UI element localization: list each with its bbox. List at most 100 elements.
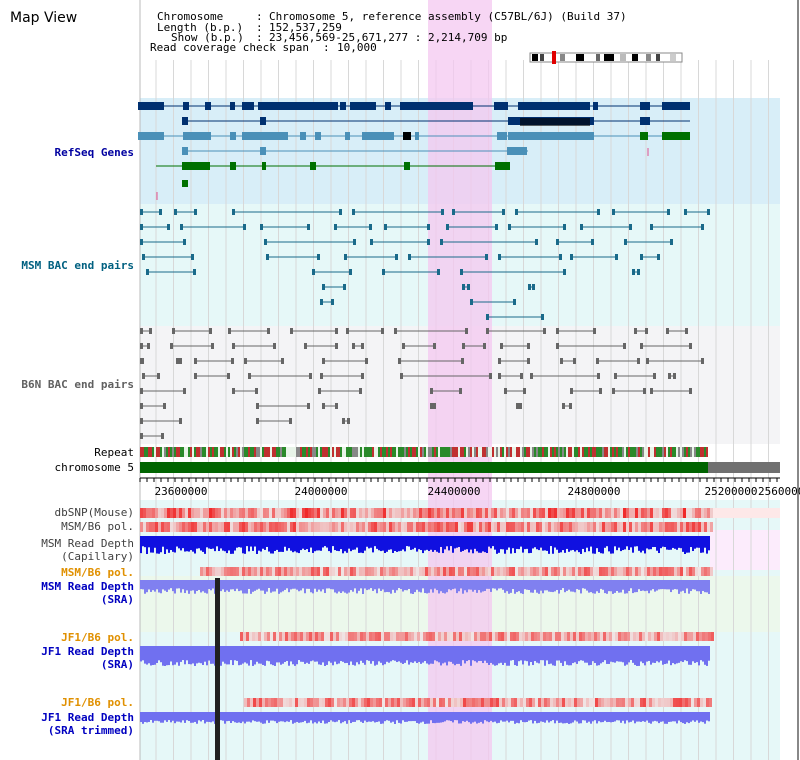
b6n-bac-label[interactable]: B6N BAC end pairs — [21, 378, 134, 391]
heat-cell — [185, 522, 188, 532]
msm-bac-end — [556, 239, 559, 245]
gene-exon — [640, 117, 650, 125]
depth-bar — [704, 536, 706, 548]
depth-bar — [330, 536, 332, 553]
b6n-bac-end — [161, 433, 164, 439]
heat-cell — [298, 698, 301, 707]
heat-cell — [377, 522, 380, 532]
heat-cell — [637, 698, 640, 707]
heat-cell — [328, 698, 331, 707]
depth-bar — [420, 646, 422, 664]
heat-cell — [539, 522, 542, 532]
heat-cell — [179, 508, 182, 518]
depth-bar — [544, 712, 546, 723]
depth-bar — [252, 712, 254, 721]
depth-bar — [320, 536, 322, 551]
depth-bar — [200, 712, 202, 722]
heat-cell — [659, 522, 662, 532]
b6n-bac-end — [232, 388, 235, 394]
gene-exon — [518, 102, 590, 110]
depth-bar — [308, 646, 310, 664]
heat-cell — [230, 508, 233, 518]
heat-cell — [250, 698, 253, 707]
b6n-bac-end — [256, 418, 259, 424]
heat-cell — [317, 508, 320, 518]
depth-bar — [656, 580, 658, 591]
depth-bar — [238, 580, 240, 592]
heat-cell — [427, 698, 430, 707]
heat-cell — [411, 632, 414, 641]
heat-cell — [368, 508, 371, 518]
depth-bar — [170, 580, 172, 589]
heat-cell — [493, 698, 496, 707]
depth-bar — [256, 712, 258, 722]
heat-cell — [435, 632, 438, 641]
depth-bar — [400, 712, 402, 724]
depth-bar — [302, 646, 304, 662]
heat-cell — [511, 698, 514, 707]
depth-bar — [648, 646, 650, 661]
depth-bar — [258, 536, 260, 551]
heat-cell — [509, 522, 512, 532]
depth-bar — [636, 580, 638, 593]
gene-exon — [593, 102, 598, 110]
depth-bar — [542, 712, 544, 722]
heat-cell — [698, 508, 701, 518]
heat-cell — [476, 522, 479, 532]
repeat-mark — [514, 447, 516, 457]
depth-bar — [222, 536, 224, 551]
repeat-mark — [680, 447, 682, 457]
depth-bar — [444, 536, 446, 550]
depth-bar — [284, 712, 286, 723]
depth-bar — [506, 646, 508, 666]
heat-cell — [542, 508, 545, 518]
depth-bar — [334, 646, 336, 662]
depth-bar — [182, 580, 184, 590]
depth-bar — [402, 646, 404, 664]
depth-bar — [554, 712, 556, 724]
jf1-pol-label: JF1/B6 pol. — [61, 631, 134, 644]
heat-cell — [614, 567, 617, 576]
depth-bar — [510, 712, 512, 721]
heat-cell — [572, 522, 575, 532]
depth-bar — [386, 580, 388, 592]
depth-bar — [436, 536, 438, 552]
depth-bar — [376, 580, 378, 594]
repeat-mark — [248, 447, 250, 457]
depth-bar — [564, 536, 566, 553]
heat-cell — [527, 522, 530, 532]
heat-cell — [523, 698, 526, 707]
heat-cell — [587, 567, 590, 576]
depth-bar — [430, 712, 432, 721]
heat-cell — [437, 508, 440, 518]
gene-exon — [385, 102, 391, 110]
depth-bar — [698, 580, 700, 592]
depth-bar — [628, 580, 630, 591]
depth-bar — [508, 536, 510, 548]
depth-bar — [634, 712, 636, 724]
repeat-mark — [576, 447, 578, 457]
heat-cell — [270, 632, 273, 641]
depth-bar — [320, 580, 322, 592]
heat-cell — [247, 698, 250, 707]
depth-bar — [412, 580, 414, 594]
jf1-depth-trim-label: JF1 Read Depth — [41, 711, 134, 724]
depth-bar — [280, 712, 282, 722]
repeat-mark — [690, 447, 692, 457]
heat-cell — [382, 698, 385, 707]
repeat-mark — [566, 447, 568, 457]
b6n-bac-end — [461, 358, 464, 364]
repeat-mark — [540, 447, 542, 457]
heat-cell — [342, 632, 345, 641]
refseq-genes-label[interactable]: RefSeq Genes — [54, 146, 134, 159]
heat-cell — [597, 632, 600, 641]
msm-bac-label[interactable]: MSM BAC end pairs — [21, 259, 134, 272]
heat-cell — [661, 698, 664, 707]
heat-cell — [182, 508, 185, 518]
depth-bar — [568, 536, 570, 552]
heat-cell — [206, 508, 209, 518]
depth-bar — [390, 712, 392, 723]
repeat-mark — [300, 447, 302, 457]
repeat-mark — [648, 447, 650, 457]
